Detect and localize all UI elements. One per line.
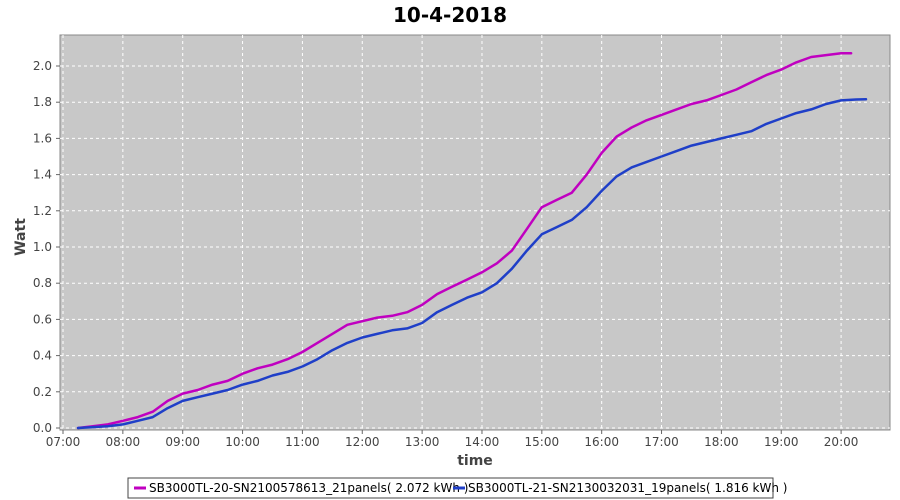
- y-tick-label: 1.8: [33, 95, 52, 109]
- series-lines: [76, 52, 868, 430]
- x-tick-label: 17:00: [644, 435, 679, 449]
- legend-label-1: SB3000TL-20-SN2100578613_21panels( 2.072…: [149, 481, 468, 495]
- plot-area: [59, 34, 891, 431]
- y-tick-label: 0.2: [33, 385, 52, 399]
- x-tick-label: 09:00: [165, 435, 200, 449]
- y-tick-label: 0.0: [33, 421, 52, 435]
- x-tick-label: 14:00: [465, 435, 500, 449]
- x-axis-ticks: 07:00 08:00 09:00 10:00 11:00 12:00 13:00 14:00…: [46, 430, 859, 449]
- y-tick-label: 1.2: [33, 204, 52, 218]
- x-tick-label: 19:00: [764, 435, 799, 449]
- legend: SB3000TL-20-SN2100578613_21panels( 2.072…: [134, 481, 787, 495]
- x-tick-label: 15:00: [525, 435, 560, 449]
- legend-label-2: SB3000TL-21-SN2130032031_19panels( 1.816…: [468, 481, 787, 495]
- x-tick-label: 16:00: [584, 435, 619, 449]
- x-tick-label: 08:00: [106, 435, 141, 449]
- chart-title: 10-4-2018: [393, 3, 507, 27]
- y-tick-label: 1.6: [33, 131, 52, 145]
- y-axis-label: Watt: [13, 218, 29, 256]
- x-tick-label: 10:00: [225, 435, 260, 449]
- legend-box: [127, 477, 774, 499]
- y-axis-ticks: 0.0 0.2 0.4 0.6 0.8 1.0 1.2 1.4 1.6 1.8 2.0: [33, 59, 60, 435]
- y-tick-label: 1.4: [33, 168, 52, 182]
- series-line-2: [76, 98, 868, 430]
- x-tick-label: 13:00: [405, 435, 440, 449]
- x-tick-label: 07:00: [46, 435, 81, 449]
- x-tick-label: 18:00: [704, 435, 739, 449]
- y-tick-label: 1.0: [33, 240, 52, 254]
- x-tick-label: 11:00: [285, 435, 320, 449]
- y-tick-label: 0.8: [33, 276, 52, 290]
- x-tick-label: 12:00: [345, 435, 380, 449]
- x-tick-label: 20:00: [824, 435, 859, 449]
- series-line-1: [76, 52, 853, 430]
- y-tick-label: 0.6: [33, 312, 52, 326]
- y-tick-label: 0.4: [33, 349, 52, 363]
- x-axis-label: time: [457, 453, 493, 469]
- y-tick-label: 2.0: [33, 59, 52, 73]
- grid-lines: [60, 35, 890, 430]
